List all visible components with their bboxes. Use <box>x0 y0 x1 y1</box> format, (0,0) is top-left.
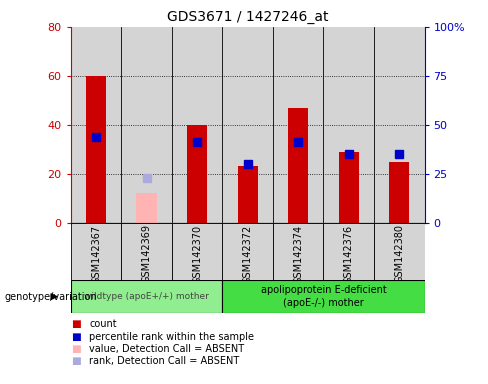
Bar <box>172 223 223 280</box>
Text: count: count <box>89 319 117 329</box>
Bar <box>273 27 324 223</box>
Bar <box>389 162 409 223</box>
Bar <box>238 166 258 223</box>
Bar <box>137 194 157 223</box>
Bar <box>374 223 425 280</box>
Text: GSM142376: GSM142376 <box>344 224 354 283</box>
Bar <box>324 27 374 223</box>
Bar <box>71 223 122 280</box>
Bar <box>223 223 273 280</box>
Text: genotype/variation: genotype/variation <box>5 291 98 302</box>
Text: ■: ■ <box>71 344 81 354</box>
Text: GSM142367: GSM142367 <box>91 224 101 283</box>
Text: GSM142370: GSM142370 <box>192 224 202 283</box>
Text: ■: ■ <box>71 356 81 366</box>
Bar <box>71 27 122 223</box>
Bar <box>172 27 223 223</box>
Text: ■: ■ <box>71 319 81 329</box>
Text: rank, Detection Call = ABSENT: rank, Detection Call = ABSENT <box>89 356 240 366</box>
Title: GDS3671 / 1427246_at: GDS3671 / 1427246_at <box>167 10 328 25</box>
Bar <box>223 280 425 313</box>
Bar <box>223 27 273 223</box>
Text: apolipoprotein E-deficient
(apoE-/-) mother: apolipoprotein E-deficient (apoE-/-) mot… <box>261 285 386 308</box>
Text: wildtype (apoE+/+) mother: wildtype (apoE+/+) mother <box>84 292 209 301</box>
Bar <box>273 223 324 280</box>
Text: ■: ■ <box>71 332 81 342</box>
Text: GSM142369: GSM142369 <box>142 224 152 283</box>
Text: percentile rank within the sample: percentile rank within the sample <box>89 332 254 342</box>
Bar <box>86 76 106 223</box>
Text: GSM142374: GSM142374 <box>293 224 303 283</box>
Text: GSM142380: GSM142380 <box>394 224 404 283</box>
Text: GSM142372: GSM142372 <box>243 224 253 284</box>
Bar <box>288 108 308 223</box>
Bar <box>324 223 374 280</box>
Bar <box>71 280 223 313</box>
Bar <box>187 125 207 223</box>
Bar <box>122 223 172 280</box>
Bar <box>374 27 425 223</box>
Text: value, Detection Call = ABSENT: value, Detection Call = ABSENT <box>89 344 244 354</box>
Bar <box>339 152 359 223</box>
Bar <box>122 27 172 223</box>
